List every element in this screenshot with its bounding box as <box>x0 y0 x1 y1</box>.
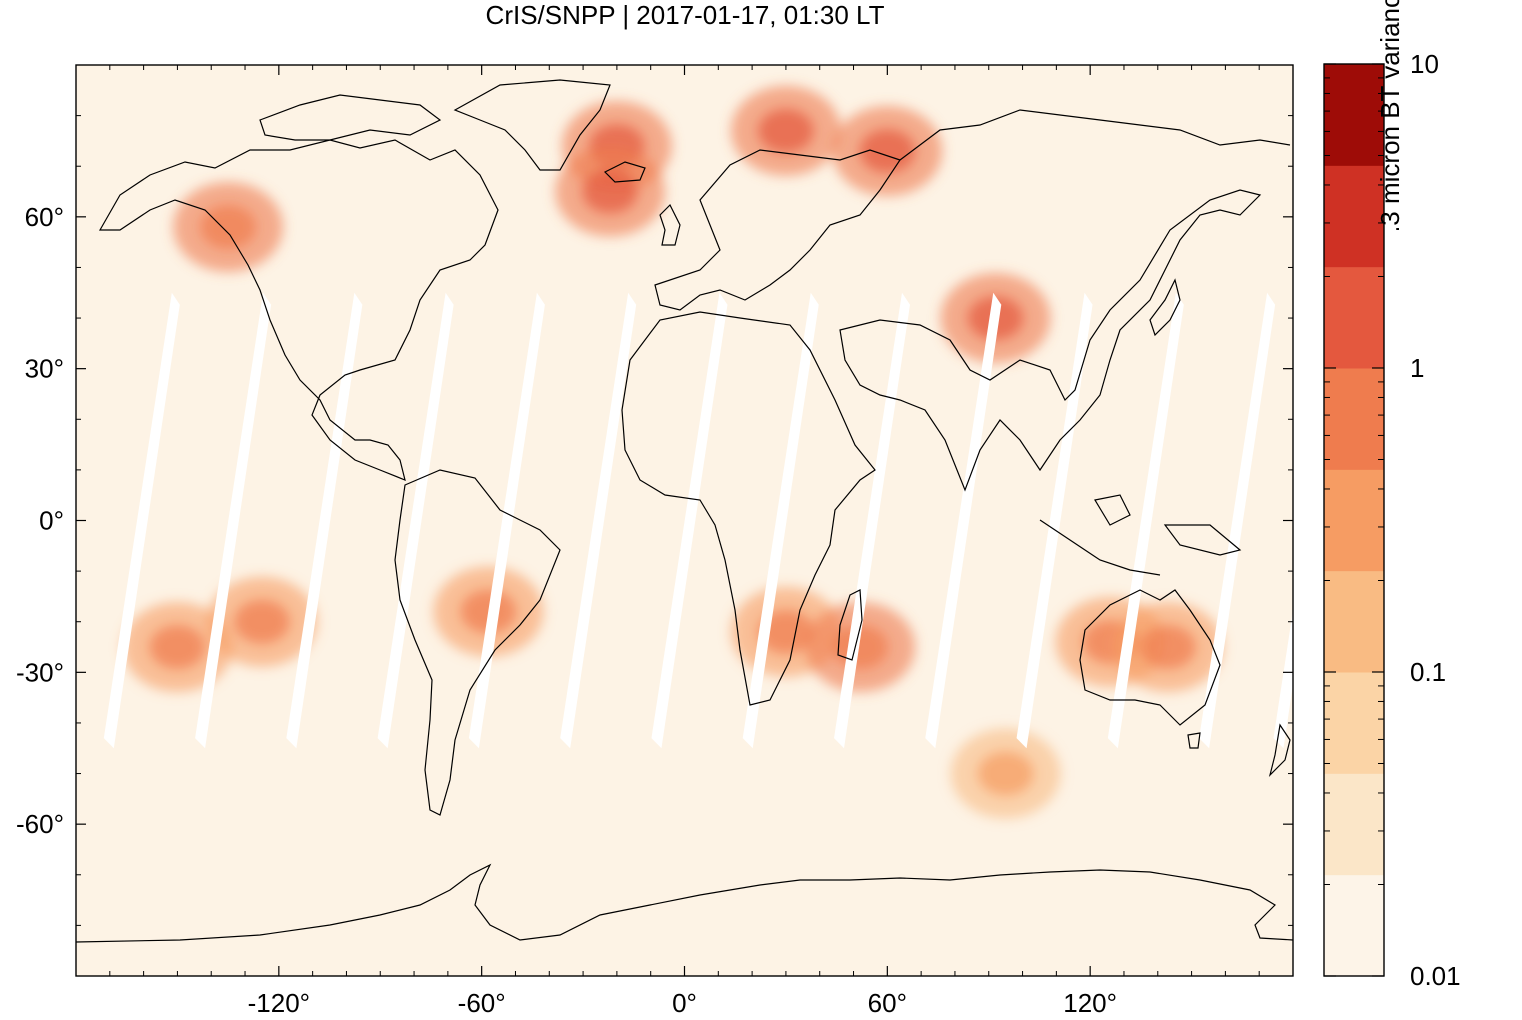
swath-gap-7 <box>742 292 819 749</box>
x-tick-label: -120° <box>248 988 310 1018</box>
hotspot-core-0 <box>200 204 257 249</box>
y-tick-label: 30° <box>25 354 64 384</box>
svg-text:4.3 micron BT variance [K2]: 4.3 micron BT variance [K2] <box>1375 0 1405 230</box>
colorbar-title: 4.3 micron BT variance [K2] <box>1375 0 1405 247</box>
y-tick-label: 0° <box>39 506 64 536</box>
colorbar-band <box>1324 64 1384 166</box>
hotspot-core-4 <box>859 129 916 174</box>
swath-gap-6 <box>651 292 728 749</box>
y-tick-label: 60° <box>25 202 64 232</box>
coastline-australia <box>1079 589 1221 726</box>
coastline-siberia <box>899 109 1291 161</box>
x-tick-label: -60° <box>458 988 506 1018</box>
orbit-swath-gaps <box>103 292 1293 749</box>
hotspot-core-9 <box>757 609 814 654</box>
swath-gap-11 <box>1107 292 1184 749</box>
coastline-arctic-islands <box>259 94 442 141</box>
coastline-new-zealand <box>1268 723 1291 777</box>
coastline-africa <box>621 311 876 706</box>
swath-gap-1 <box>195 292 272 749</box>
coastline-madagascar <box>837 589 863 661</box>
swath-gap-10 <box>1016 292 1093 749</box>
x-tick-label: 120° <box>1063 988 1117 1018</box>
x-tick-label: 60° <box>868 988 907 1018</box>
colorbar-band <box>1324 570 1384 673</box>
colorbar-tick-label: 1 <box>1410 353 1424 383</box>
swath-gap-12 <box>1199 292 1276 749</box>
swath-gap-3 <box>377 292 454 749</box>
colorbar-tick-label: 0.01 <box>1410 961 1461 991</box>
coastline-north-america <box>98 139 499 481</box>
coastlines <box>76 79 1293 943</box>
colorbar-band <box>1324 165 1384 268</box>
colorbar-band <box>1324 469 1384 572</box>
x-tick-label: 0° <box>672 988 697 1018</box>
coastline-south-america <box>394 469 561 816</box>
coastline-greenland <box>453 79 611 171</box>
map-axis-ticks: -120° -60° 0° 60° 120° 60° 30° 0° -30° -60° <box>16 65 1293 1018</box>
coastline-indonesia <box>1039 494 1242 576</box>
y-tick-label: -30° <box>16 657 64 687</box>
colorbar: 10 1 0.1 0.01 <box>1323 49 1461 991</box>
hotspot-core-12 <box>1139 625 1196 670</box>
hotspot-core-13 <box>977 751 1034 796</box>
coastline-tasmania <box>1187 732 1201 749</box>
coastline-asia <box>839 189 1262 492</box>
colorbar-tick-label: 10 <box>1410 49 1439 79</box>
colorbar-frame <box>1323 63 1385 977</box>
coastline-japan <box>1149 278 1181 337</box>
swath-gap-4 <box>468 292 545 749</box>
swath-gap-0 <box>103 292 180 749</box>
colorbar-band <box>1324 266 1384 369</box>
colorbar-band <box>1324 368 1384 470</box>
hotspot-core-2 <box>582 169 639 214</box>
colorbar-band <box>1324 773 1384 876</box>
swath-gap-5 <box>560 292 637 749</box>
swath-gap-2 <box>286 292 363 749</box>
coastline-uk <box>659 203 681 246</box>
hotspot-core-6 <box>149 625 206 670</box>
hotspot-core-7 <box>233 599 290 644</box>
map-plot-area: -120° -60° 0° 60° 120° 60° 30° 0° -30° -60° <box>16 64 1294 1018</box>
y-tick-label: -60° <box>16 809 64 839</box>
coastline-antarctica <box>76 863 1293 943</box>
swath-gap-9 <box>925 292 1002 749</box>
map-title: CrIS/SNPP | 2017-01-17, 01:30 LT <box>485 0 885 30</box>
colorbar-tick-label: 0.1 <box>1410 657 1446 687</box>
coastline-iceland <box>603 161 646 183</box>
swath-gap-8 <box>834 292 911 749</box>
swath-gap-13 <box>1273 610 1293 749</box>
hotspot-core-3 <box>757 108 814 153</box>
coastline-europe <box>654 149 901 311</box>
colorbar-band <box>1324 672 1384 774</box>
colorbar-band <box>1324 874 1384 977</box>
colorbar-title-text: 4.3 micron BT variance [K <box>1375 0 1405 230</box>
